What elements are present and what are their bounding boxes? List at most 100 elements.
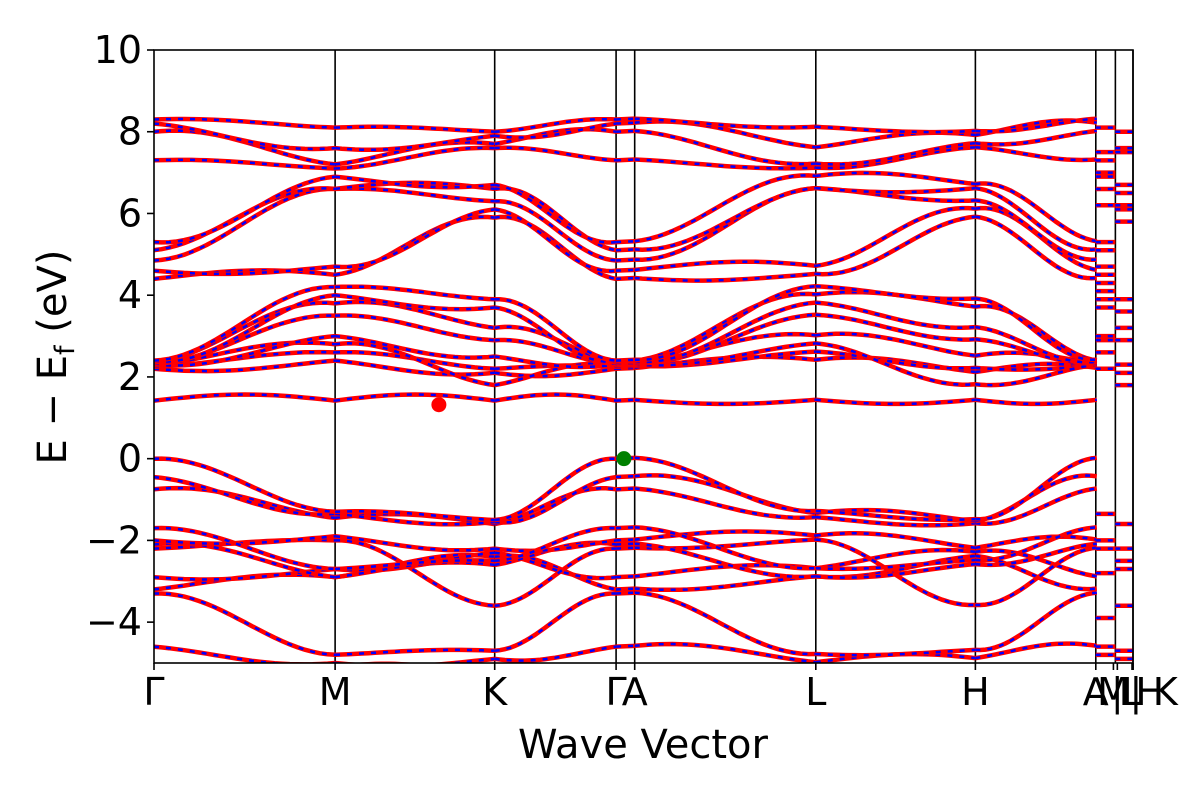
band-line-red-7 xyxy=(154,534,336,546)
bands xyxy=(154,116,1133,684)
band-line-red-161 xyxy=(975,455,1098,522)
band-line-red-97 xyxy=(634,529,817,542)
band-line-blue-137 xyxy=(815,313,976,341)
band-line-blue-204 xyxy=(616,248,635,252)
band-line-blue-135 xyxy=(815,342,976,386)
band-line-blue-201 xyxy=(616,276,635,281)
band-line-blue-51 xyxy=(334,215,495,277)
band-line-red-102 xyxy=(634,397,816,407)
band-line-red-111 xyxy=(634,271,816,283)
band-line-blue-150 xyxy=(975,674,1096,684)
band-line-blue-190 xyxy=(616,474,635,479)
band-line-blue-17 xyxy=(154,314,336,366)
band-line-red-86 xyxy=(494,145,617,163)
band-line-blue-63 xyxy=(494,554,617,591)
band-line-red-69 xyxy=(494,486,617,527)
band-line-blue-35 xyxy=(335,539,495,608)
band-line-blue-99 xyxy=(634,487,816,519)
band-line-red-112 xyxy=(634,259,817,273)
band-line-red-115 xyxy=(634,173,816,244)
band-line-blue-172 xyxy=(975,206,1098,272)
band-line-blue-23 xyxy=(154,187,336,262)
band-line-red-179 xyxy=(975,116,1097,134)
band-line-blue-79 xyxy=(494,306,617,364)
band-line-blue-132 xyxy=(815,398,976,406)
band-line-blue-159 xyxy=(975,487,1097,525)
band-line-red-47 xyxy=(335,313,495,343)
band-line-blue-42 xyxy=(334,393,495,402)
band-line-blue-20 xyxy=(154,285,336,362)
band-line-blue-114 xyxy=(634,186,816,251)
y-axis-label-unit: (eV) xyxy=(30,250,76,346)
band-line-blue-142 xyxy=(815,206,976,268)
band-line-red-108 xyxy=(634,300,817,365)
band-line-blue-183 xyxy=(616,587,635,591)
band-line-red-1 xyxy=(154,644,336,663)
band-line-red-2 xyxy=(154,591,336,658)
band-line-red-25 xyxy=(154,174,336,245)
band-line-red-116 xyxy=(634,157,816,171)
x-tick-label-7: A xyxy=(1083,670,1109,714)
band-line-blue-67 xyxy=(494,539,617,553)
band-line-blue-189 xyxy=(616,487,635,491)
band-line-blue-110 xyxy=(634,284,816,362)
band-line-red-141 xyxy=(815,214,976,277)
band-line-blue-68 xyxy=(494,526,617,563)
band-line-blue-151 xyxy=(975,642,1097,660)
band-line-blue-134 xyxy=(815,350,976,370)
x-tick-label-3: Γ xyxy=(606,670,627,714)
band-line-red-171 xyxy=(975,214,1097,281)
x-tick-label-12: H xyxy=(1135,670,1164,714)
band-line-blue-186 xyxy=(616,542,635,546)
band-line-blue-88 xyxy=(494,122,617,139)
band-line-blue-121 xyxy=(815,652,976,663)
band-line-blue-149 xyxy=(815,125,976,134)
band-line-blue-109 xyxy=(634,292,816,362)
band-line-blue-205 xyxy=(616,240,635,244)
band-line-blue-206 xyxy=(616,158,635,162)
band-line-blue-113 xyxy=(634,186,816,261)
band-line-blue-202 xyxy=(616,268,635,272)
band-line-blue-61 xyxy=(494,645,617,662)
band-line-blue-127 xyxy=(815,531,976,550)
band-line-red-79 xyxy=(494,305,617,365)
band-line-blue-2 xyxy=(154,592,336,657)
y-tick-label: −4 xyxy=(86,600,142,644)
band-line-red-60 xyxy=(495,672,616,683)
band-line-blue-30 xyxy=(367,662,403,663)
band-line-red-119 xyxy=(634,116,816,130)
band-line-blue-72 xyxy=(494,393,617,402)
band-line-blue-31 xyxy=(335,657,495,663)
band-line-red-91 xyxy=(634,641,817,663)
band-line-blue-156 xyxy=(975,542,1097,567)
band-line-red-82 xyxy=(494,207,617,274)
band-line-red-176 xyxy=(975,145,1097,163)
band-line-blue-115 xyxy=(634,174,816,243)
band-line-blue-140 xyxy=(815,284,976,301)
band-line-blue-181 xyxy=(616,644,635,648)
band-line-blue-90 xyxy=(635,666,816,683)
band-line-blue-146 xyxy=(815,146,976,170)
x-tick-label-4: A xyxy=(622,670,648,714)
band-line-red-155 xyxy=(975,545,1098,608)
band-line-red-85 xyxy=(494,182,617,245)
x-tick-label-0: Γ xyxy=(143,670,164,714)
band-line-red-62 xyxy=(494,591,617,653)
band-line-blue-147 xyxy=(815,141,976,166)
band-line-red-13 xyxy=(154,358,336,374)
band-line-blue-73 xyxy=(494,367,617,378)
band-line-blue-40 xyxy=(334,512,495,526)
x-tick-label-6: H xyxy=(961,670,990,714)
y-tick-label: 0 xyxy=(118,437,142,481)
band-line-blue-92 xyxy=(634,591,816,656)
band-line-red-12 xyxy=(154,392,336,403)
band-line-blue-75 xyxy=(494,362,617,387)
band-line-red-0 xyxy=(286,662,309,663)
y-tick-label: 6 xyxy=(118,191,142,235)
band-line-blue-176 xyxy=(975,146,1097,162)
band-line-blue-179 xyxy=(975,117,1097,133)
band-line-blue-131 xyxy=(815,509,976,522)
y-axis-ticks: −4 −2 0 2 4 6 8 10 xyxy=(86,28,154,644)
band-line-red-172 xyxy=(975,205,1098,273)
